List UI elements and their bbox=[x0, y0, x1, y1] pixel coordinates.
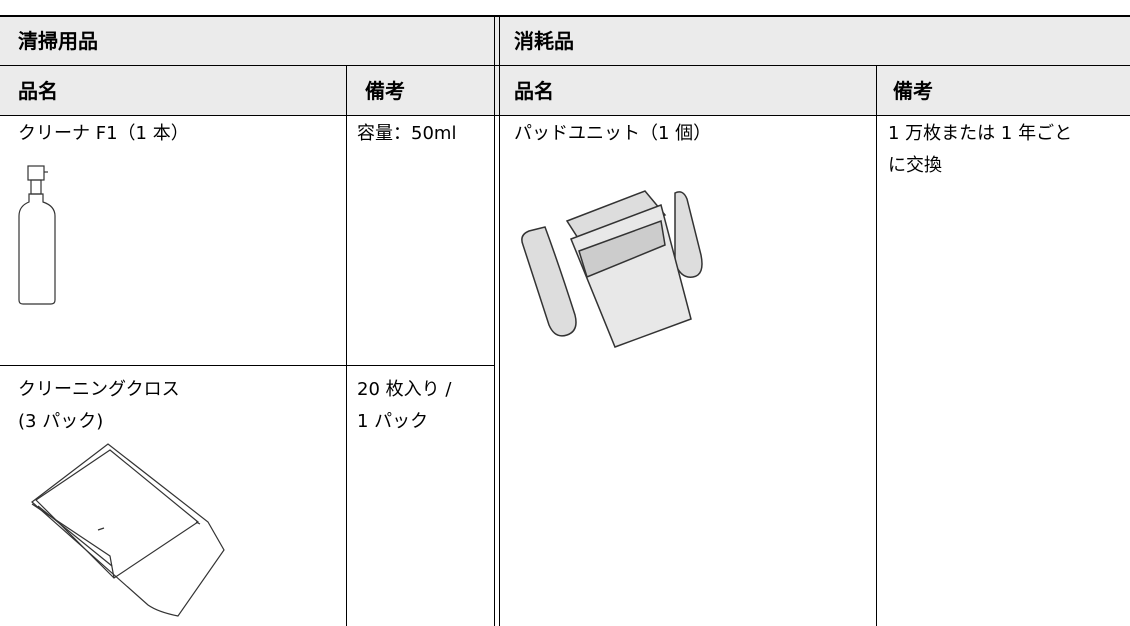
spray-bottle bbox=[18, 165, 56, 305]
cloth-pack bbox=[31, 443, 225, 617]
item-note: 容量：50ml bbox=[357, 123, 457, 144]
column-header: 備考 bbox=[365, 79, 405, 103]
rule bbox=[0, 365, 494, 366]
top-rule bbox=[0, 15, 1130, 17]
col-rule bbox=[499, 15, 500, 626]
item-name: パッドユニット（1 個） bbox=[514, 123, 712, 144]
col-rule bbox=[494, 15, 495, 626]
item-name: クリーナ F1（1 本） bbox=[18, 123, 189, 144]
item-note: に交換 bbox=[888, 155, 942, 176]
item-note: 1 万枚または 1 年ごと bbox=[888, 123, 1073, 144]
column-header: 備考 bbox=[893, 79, 933, 103]
column-header: 品名 bbox=[514, 79, 554, 103]
section-title: 消耗品 bbox=[514, 29, 574, 53]
col-rule bbox=[876, 65, 877, 626]
header-bg bbox=[0, 17, 1130, 115]
item-name: (3 パック) bbox=[18, 411, 104, 432]
column-header: 品名 bbox=[18, 79, 58, 103]
item-note: 20 枚入り / bbox=[357, 379, 452, 400]
item-note: 1 パック bbox=[357, 411, 429, 432]
rule bbox=[0, 115, 1130, 116]
col-rule bbox=[346, 65, 347, 626]
item-name: クリーニングクロス bbox=[18, 379, 180, 400]
section-title: 清掃用品 bbox=[18, 29, 98, 53]
pad-unit bbox=[521, 190, 703, 348]
rule bbox=[0, 65, 1130, 66]
